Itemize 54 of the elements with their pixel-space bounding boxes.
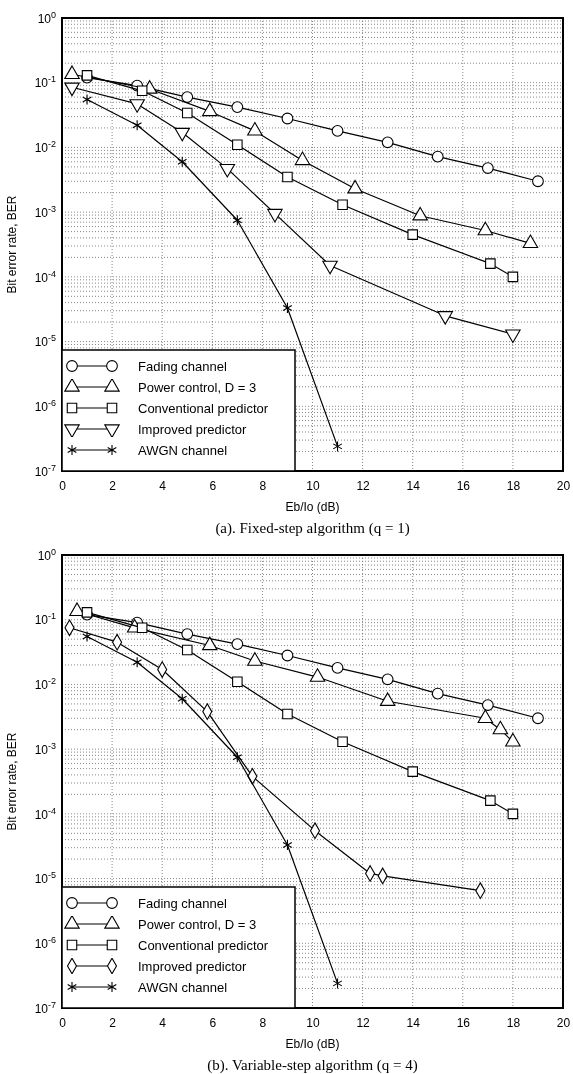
y-tick-label: 10$^{-2}$ (34, 676, 56, 693)
y-tick-label: 10$^{-3}$ (34, 740, 56, 757)
legend-label: Conventional predictor (138, 400, 269, 416)
x-axis-title: Eb/Io (dB) (285, 1037, 340, 1051)
legend-label: AWGN channel (138, 442, 228, 458)
x-tick-label: 20 (556, 478, 571, 493)
y-tick-label: 10$^{0}$ (37, 9, 56, 26)
legend-label: AWGN channel (138, 979, 228, 995)
text: (a). Fixed-step algorithm (q = 1) (215, 520, 410, 537)
y-tick-label: 10$^{-1}$ (34, 74, 56, 91)
y-tick-label: 10$^{-1}$ (34, 611, 56, 628)
y-axis-title: Bit error rate, BER (5, 732, 19, 831)
y-tick-label: 10$^{-2}$ (34, 139, 56, 156)
x-axis-title: Eb/Io (dB) (285, 500, 340, 514)
y-tick-label: 10$^{-6}$ (34, 934, 56, 951)
legend-label: Fading channel (138, 895, 228, 911)
x-tick-label: 20 (556, 1015, 571, 1030)
x-tick-label: 18 (506, 478, 521, 493)
x-tick-label: 6 (209, 1015, 217, 1030)
x-tick-label: 4 (159, 1015, 167, 1030)
y-axis-title: Bit error rate, BER (5, 195, 19, 294)
y-tick-label: 10$^{-5}$ (34, 333, 56, 350)
y-tick-label: 10$^{-4}$ (34, 805, 56, 822)
legend-label: Power control, D = 3 (138, 379, 257, 395)
y-tick-label: 10$^{-5}$ (34, 870, 56, 887)
x-tick-label: 14 (406, 1015, 421, 1030)
x-tick-label: 10 (306, 478, 320, 493)
y-tick-label: 10$^{-3}$ (34, 203, 56, 220)
legend-label: Power control, D = 3 (138, 916, 257, 932)
y-tick-label: 10$^{-7}$ (34, 462, 56, 479)
legend-label: Fading channel (138, 358, 228, 374)
legend-label: Improved predictor (138, 958, 248, 974)
x-tick-label: 18 (506, 1015, 521, 1030)
x-tick-label: 2 (109, 1015, 117, 1030)
x-tick-label: 0 (59, 1015, 67, 1030)
y-tick-label: 10$^{-6}$ (34, 397, 56, 414)
x-tick-label: 8 (259, 478, 267, 493)
x-tick-label: 0 (59, 478, 67, 493)
x-tick-label: 14 (406, 478, 421, 493)
x-tick-label: 2 (109, 478, 117, 493)
y-tick-label: 10$^{0}$ (37, 546, 56, 563)
x-tick-label: 12 (356, 1015, 371, 1030)
x-tick-label: 8 (259, 1015, 267, 1030)
x-tick-label: 6 (209, 478, 217, 493)
text: (b). Variable-step algorithm (q = 4) (207, 1057, 418, 1074)
y-tick-label: 10$^{-7}$ (34, 999, 56, 1016)
legend-label: Conventional predictor (138, 937, 269, 953)
x-tick-label: 4 (159, 478, 167, 493)
legend-label: Improved predictor (138, 421, 248, 437)
x-tick-label: 16 (456, 478, 471, 493)
x-tick-label: 16 (456, 1015, 471, 1030)
x-tick-label: 10 (306, 1015, 320, 1030)
x-tick-label: 12 (356, 478, 371, 493)
y-tick-label: 10$^{-4}$ (34, 268, 56, 285)
